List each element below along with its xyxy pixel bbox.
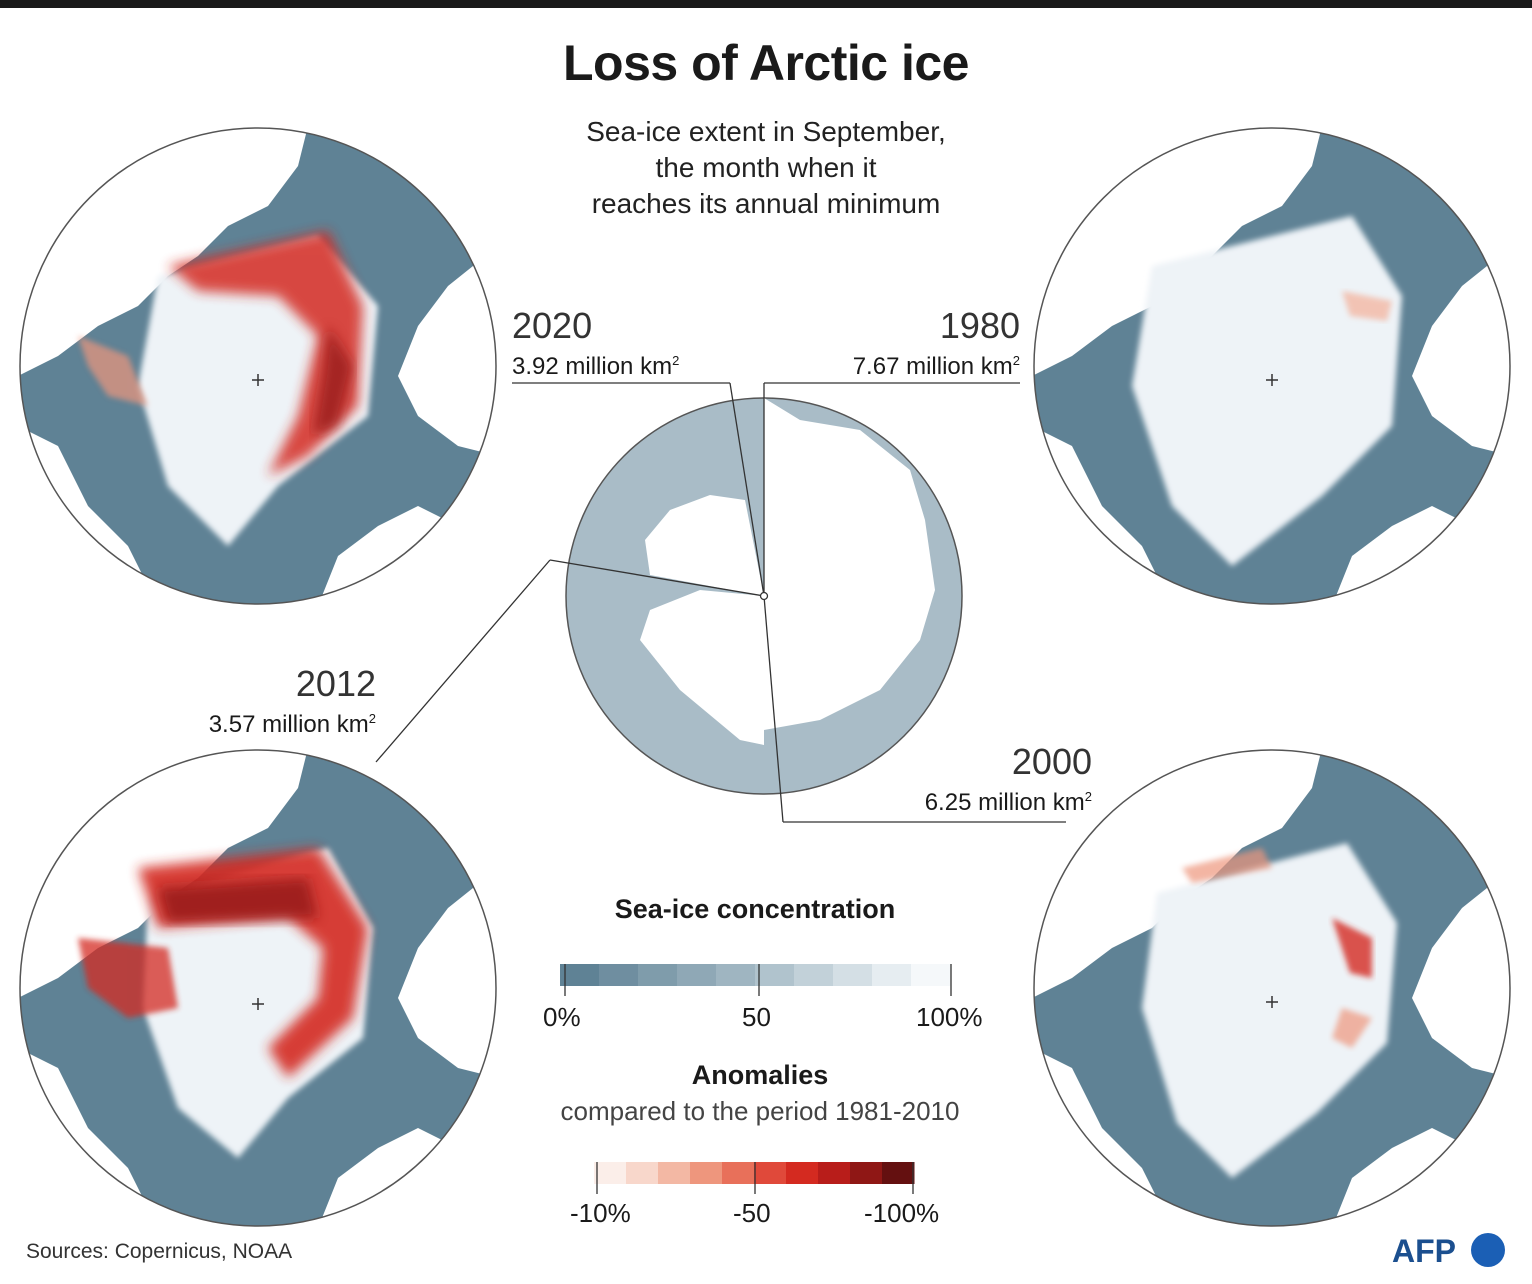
extent-unit-sup: 2	[672, 353, 680, 368]
anomaly-tick: -50	[733, 1198, 771, 1228]
anomalies-legend-subtitle: compared to the period 1981-2010	[560, 1096, 960, 1126]
extent-label: 3.57 million km2	[136, 704, 376, 740]
color-swatch	[850, 1162, 883, 1184]
anomaly-tick: -10%	[570, 1198, 631, 1228]
concentration-color-scale	[560, 964, 952, 996]
anomaly	[78, 336, 148, 406]
anomaly-tick: -100%	[864, 1198, 940, 1228]
logo-dot	[1471, 1233, 1505, 1267]
extent-value: 3.92 million km	[512, 353, 673, 380]
ice	[1132, 216, 1402, 566]
label-2000: 2000 6.25 million km2	[850, 742, 1092, 818]
color-swatch	[882, 1162, 915, 1184]
extent-unit-sup: 2	[1012, 353, 1020, 368]
afp-logo: AFP	[1392, 1230, 1512, 1275]
label-1980: 1980 7.67 million km2	[780, 306, 1020, 382]
label-2012: 2012 3.57 million km2	[136, 664, 376, 740]
extent-unit-sup: 2	[1084, 789, 1092, 804]
color-swatch	[722, 1162, 755, 1184]
extent-unit-sup: 2	[368, 711, 376, 726]
subtitle-line: the month when it	[655, 152, 877, 183]
extent-1980-shape	[764, 398, 935, 730]
extent-value: 7.67 million km	[852, 353, 1013, 380]
subtitle-line: Sea-ice extent in September,	[586, 116, 946, 147]
land	[398, 868, 496, 1078]
color-swatch	[911, 964, 951, 986]
logo-text: AFP	[1392, 1233, 1456, 1269]
color-swatch	[818, 1162, 851, 1184]
year-label: 2020	[512, 305, 593, 346]
anomalies-legend-title: Anomalies	[691, 1060, 829, 1090]
color-swatch	[794, 964, 834, 986]
map-2000	[1033, 749, 1511, 1227]
source-note: Sources: Copernicus, NOAA	[26, 1240, 293, 1263]
map-2020	[19, 127, 497, 605]
color-swatch	[754, 1162, 787, 1184]
anomaly-color-scale	[594, 1162, 915, 1194]
color-swatch	[786, 1162, 819, 1184]
anomaly	[168, 231, 363, 476]
leader-line	[549, 559, 765, 597]
map-1980	[1033, 127, 1511, 605]
subtitle: Sea-ice extent in September, the month w…	[516, 114, 1016, 222]
color-swatch	[594, 1162, 627, 1184]
leader-line	[763, 595, 784, 823]
color-swatch	[716, 964, 756, 986]
extent-2012-shape	[640, 590, 764, 745]
anomaly	[1332, 918, 1372, 978]
subtitle-line: reaches its annual minimum	[591, 188, 941, 219]
extent-value: 3.57 million km	[208, 711, 369, 738]
color-swatch	[690, 1162, 723, 1184]
color-swatch	[677, 964, 717, 986]
color-swatch	[626, 1162, 659, 1184]
land	[398, 246, 496, 456]
anomaly	[78, 938, 178, 1018]
year-label: 2012	[295, 663, 376, 704]
extent-label: 6.25 million km2	[850, 782, 1092, 818]
leader-line	[729, 382, 765, 597]
color-swatch	[872, 964, 912, 986]
ice	[1142, 843, 1397, 1178]
color-swatch	[833, 964, 873, 986]
pole-point	[759, 591, 769, 601]
year-label: 1980	[939, 305, 1020, 346]
year-label: 2000	[1011, 741, 1092, 782]
concentration-tick: 100%	[916, 1002, 983, 1032]
map-2012	[19, 749, 497, 1227]
extent-value: 6.25 million km	[924, 789, 1085, 816]
color-swatch	[560, 964, 600, 986]
anomaly	[1182, 848, 1272, 883]
concentration-tick: 50	[742, 1002, 771, 1032]
color-swatch	[599, 964, 639, 986]
concentration-legend-title: Sea-ice concentration	[614, 894, 896, 924]
page-title: Loss of Arctic ice	[563, 35, 969, 91]
anomaly	[313, 326, 353, 436]
concentration-tick: 0%	[543, 1002, 581, 1032]
color-swatch	[658, 1162, 691, 1184]
extent-2020-shape	[645, 495, 764, 596]
extent-label: 7.67 million km2	[780, 346, 1020, 382]
color-swatch	[638, 964, 678, 986]
anomaly	[1342, 291, 1392, 321]
extent-label: 3.92 million km2	[512, 346, 679, 382]
land	[1412, 246, 1510, 456]
label-2020: 2020 3.92 million km2	[512, 306, 679, 382]
top-rule	[0, 0, 1532, 8]
color-swatch	[755, 964, 795, 986]
land	[1412, 868, 1510, 1078]
anomaly	[1332, 1008, 1372, 1048]
anomaly	[158, 878, 318, 923]
leader-line	[375, 559, 551, 763]
